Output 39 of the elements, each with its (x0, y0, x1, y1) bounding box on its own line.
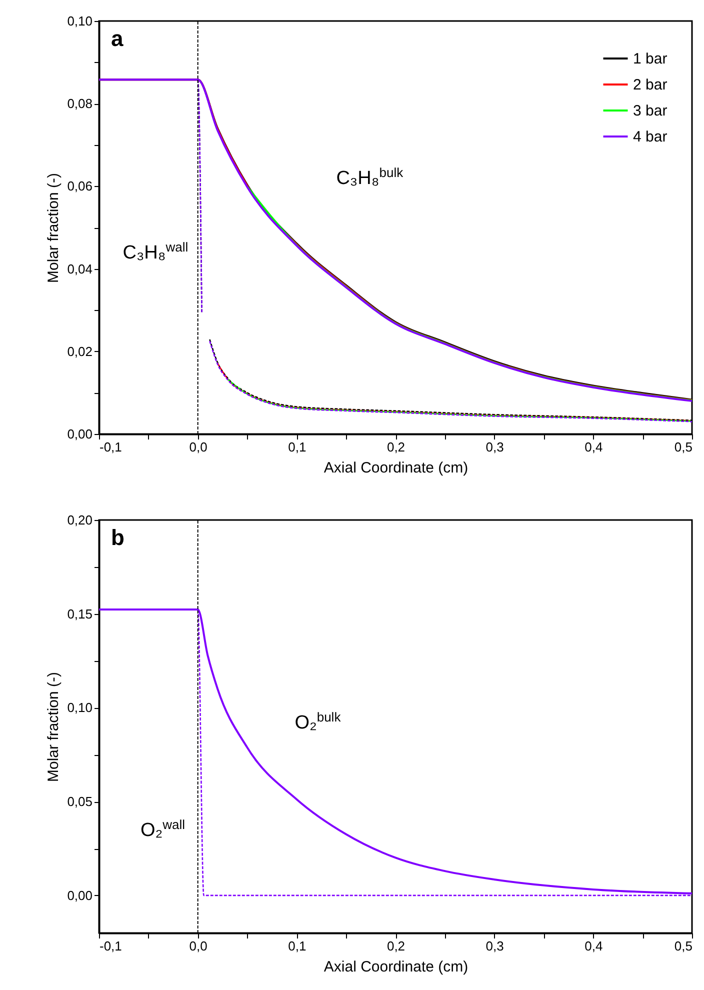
annotation: C₃H₈$^{wall}$ (122, 238, 188, 264)
x-axis-title: Axial Coordinate (cm) (324, 958, 468, 976)
x-tick-label: 0,3 (486, 938, 504, 954)
x-tick-label: 0,3 (486, 440, 504, 454)
legend-label: 2 bar (633, 76, 668, 94)
y-axis-title: Molar fraction (-) (45, 172, 62, 284)
chart-title: a (111, 26, 124, 51)
chart-title: b (111, 525, 124, 550)
x-tick-label: 0,1 (288, 440, 306, 454)
x-tick-label: 0,1 (288, 938, 306, 954)
y-tick-label: 0,00 (67, 426, 92, 442)
x-tick-label: 0,5 (674, 938, 692, 954)
legend-label: 1 bar (633, 50, 668, 68)
legend-label: 3 bar (633, 102, 668, 120)
y-tick-label: 0,02 (67, 344, 92, 359)
legend-label: 4 bar (633, 128, 668, 146)
x-tick-label: 0,2 (386, 440, 406, 454)
x-tick-label: 0,2 (386, 938, 406, 954)
x-tick-label: 0,4 (584, 440, 603, 454)
x-tick-label: 0,4 (584, 938, 603, 954)
y-tick-label: 0,15 (67, 606, 92, 622)
x-tick-label: 0,0 (189, 938, 208, 954)
annotation: O₂$^{wall}$ (140, 816, 186, 841)
x-tick-label: -0,1 (100, 440, 122, 454)
y-tick-label: 0,00 (67, 888, 92, 903)
y-tick-label: 0,05 (67, 794, 92, 810)
y-tick-label: 0,06 (67, 178, 92, 194)
y-tick-label: 0,20 (67, 512, 92, 528)
y-tick-label: 0,04 (67, 261, 92, 276)
y-tick-label: 0,10 (67, 700, 92, 716)
x-tick-label: -0,1 (100, 938, 122, 954)
y-tick-label: 0,08 (67, 96, 92, 112)
x-axis-title: Axial Coordinate (cm) (324, 460, 468, 476)
y-tick-label: 0,10 (67, 14, 92, 28)
annotation: C₃H₈$^{bulk}$ (336, 164, 404, 189)
x-tick-label: 0,5 (674, 440, 692, 454)
x-tick-label: 0,0 (189, 440, 208, 454)
annotation: O₂$^{bulk}$ (294, 708, 342, 734)
y-axis-title: Molar fraction (-) (45, 672, 62, 782)
